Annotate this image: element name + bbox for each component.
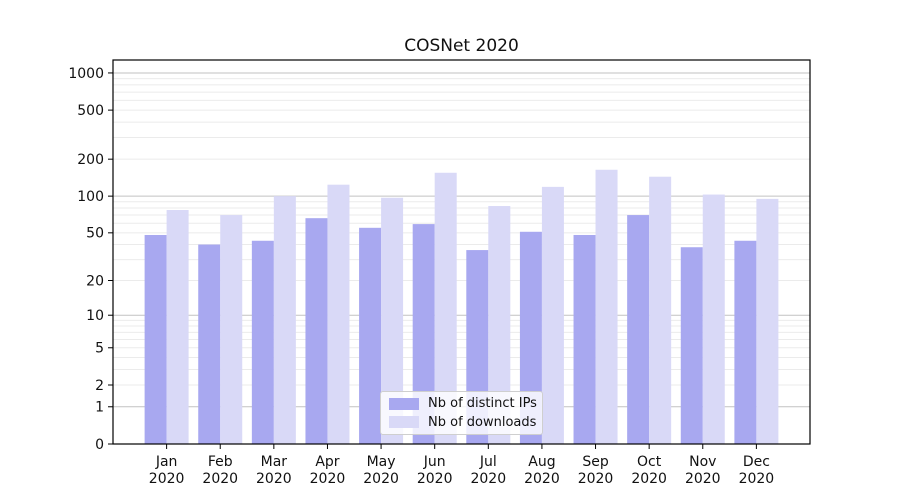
x-axis-tick-label-month: Dec <box>743 454 770 470</box>
bar-downloads <box>756 198 779 444</box>
y-axis-tick-label: 0 <box>95 437 104 453</box>
x-axis-tick-label-year: 2020 <box>149 471 185 487</box>
x-axis-tick-label-year: 2020 <box>578 471 614 487</box>
bar-downloads <box>541 186 564 445</box>
legend-item-distinct-ips: Nb of distinct IPs <box>389 395 537 412</box>
x-axis-tick-label-month: Jul <box>479 454 497 470</box>
bar-distinct-ips <box>305 218 328 444</box>
bar-downloads <box>220 215 243 444</box>
y-axis-tick-label: 1000 <box>68 66 104 82</box>
bar-distinct-ips <box>734 240 757 444</box>
bar-downloads <box>273 196 296 444</box>
x-axis-tick-label-month: Oct <box>637 454 662 470</box>
legend-item-downloads: Nb of downloads <box>389 414 537 431</box>
bar-distinct-ips <box>251 240 274 444</box>
x-axis-tick-label-month: May <box>367 454 396 470</box>
y-axis-tick-label: 100 <box>77 189 104 205</box>
bar-downloads <box>595 169 618 444</box>
x-axis-tick-label-year: 2020 <box>685 471 721 487</box>
legend-swatch-downloads <box>389 416 419 429</box>
bar-downloads <box>166 210 189 444</box>
bar-downloads <box>327 184 350 444</box>
y-axis-tick-label: 1 <box>95 400 104 416</box>
bar-downloads <box>649 176 672 445</box>
y-axis-tick-label: 2 <box>95 378 104 394</box>
legend-swatch-distinct-ips <box>389 397 419 410</box>
bar-downloads <box>381 197 404 444</box>
x-axis-tick-label-month: Nov <box>689 454 716 470</box>
bar-distinct-ips <box>144 234 167 444</box>
x-axis-tick-label-month: Feb <box>208 454 233 470</box>
legend-label: Nb of downloads <box>428 414 537 430</box>
plot-border <box>112 59 811 445</box>
x-axis-tick-label-year: 2020 <box>524 471 560 487</box>
x-axis-tick-label-month: Sep <box>582 454 609 470</box>
legend: Nb of distinct IPs Nb of downloads <box>380 391 543 435</box>
x-axis-tick-label-year: 2020 <box>310 471 346 487</box>
bar-distinct-ips <box>412 224 435 444</box>
x-axis-tick-label-year: 2020 <box>363 471 399 487</box>
y-axis-tick-label: 200 <box>77 152 104 168</box>
bar-downloads <box>702 194 725 444</box>
y-axis-tick-label: 500 <box>77 103 104 119</box>
bar-distinct-ips <box>627 215 650 444</box>
bar-distinct-ips <box>198 244 221 444</box>
x-axis-tick-label-month: Apr <box>315 454 339 470</box>
bar-downloads <box>488 206 511 444</box>
x-axis-tick-label-month: Aug <box>528 454 555 470</box>
x-axis-tick-label-year: 2020 <box>470 471 506 487</box>
y-axis-tick-label: 5 <box>95 341 104 357</box>
y-axis-tick-label: 10 <box>86 308 104 324</box>
x-axis-tick-label-year: 2020 <box>256 471 292 487</box>
bar-distinct-ips <box>359 227 382 444</box>
x-axis-tick-label-year: 2020 <box>631 471 667 487</box>
bar-distinct-ips <box>573 234 596 444</box>
x-axis-tick-label-month: Mar <box>261 454 288 470</box>
bar-downloads <box>434 172 457 445</box>
x-axis-tick-label-month: Jun <box>423 454 446 470</box>
y-axis-tick-label: 50 <box>86 226 104 242</box>
bar-distinct-ips <box>680 247 703 444</box>
bar-distinct-ips <box>519 231 542 444</box>
legend-label: Nb of distinct IPs <box>428 396 537 412</box>
x-axis-tick-label-year: 2020 <box>202 471 238 487</box>
chart-title: COSNet 2020 <box>404 36 519 56</box>
x-axis-tick-label-year: 2020 <box>417 471 453 487</box>
x-axis-tick-label-month: Jan <box>155 454 178 470</box>
y-axis-tick-label: 20 <box>86 273 104 289</box>
x-axis-tick-label-year: 2020 <box>739 471 775 487</box>
